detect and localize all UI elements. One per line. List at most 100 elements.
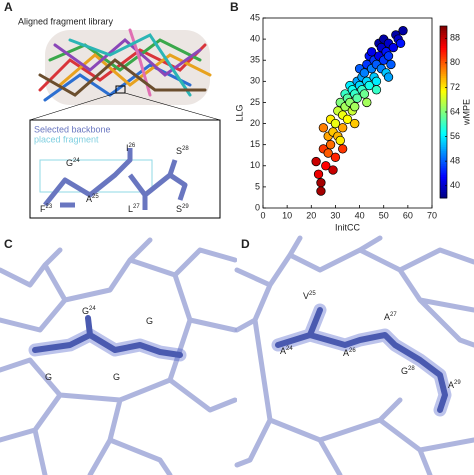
residue-name: A xyxy=(86,194,92,204)
point xyxy=(383,51,394,61)
colorbar-cell xyxy=(440,69,447,72)
x-axis-label: InitCC xyxy=(335,222,361,232)
colorbar-cell xyxy=(440,62,447,66)
y-tick-label: 10 xyxy=(250,160,260,170)
colorbar-cell xyxy=(440,137,447,141)
colorbar-cell xyxy=(440,165,447,169)
colorbar-tick-label: 64 xyxy=(450,106,460,116)
colorbar-cell xyxy=(440,81,447,85)
residue-name: S xyxy=(176,204,182,214)
colorbar-cell xyxy=(440,56,447,59)
colorbar-cell xyxy=(440,118,447,122)
colorbar-cell xyxy=(440,88,447,91)
residue-number: 28 xyxy=(182,146,189,152)
residue-number: 24 xyxy=(73,158,80,164)
residue-name: A xyxy=(280,346,286,356)
colorbar-cell xyxy=(440,86,447,89)
residue-label: G24 xyxy=(66,158,80,169)
colorbar-cell xyxy=(440,75,447,79)
point xyxy=(311,156,321,167)
colorbar-cell xyxy=(440,174,447,177)
density-map xyxy=(234,235,474,475)
residue-number: 29 xyxy=(182,204,189,210)
colorbar-cell xyxy=(440,127,447,130)
point xyxy=(316,178,326,188)
point xyxy=(371,76,382,86)
panel-d-bg xyxy=(237,238,474,475)
y-tick-label: 30 xyxy=(250,76,260,86)
colorbar-cell xyxy=(440,105,447,109)
residue-label: A26 xyxy=(343,348,356,359)
y-tick-label: 45 xyxy=(250,12,260,22)
y-tick-label: 15 xyxy=(250,139,260,149)
residue-label: V25 xyxy=(303,291,316,302)
colorbar-label: wMPE xyxy=(461,99,471,126)
colorbar-cell xyxy=(440,120,447,124)
colorbar-cell xyxy=(440,51,447,55)
colorbar-cell xyxy=(440,28,447,31)
residue-number: 24 xyxy=(286,346,293,352)
point xyxy=(323,148,333,158)
colorbar-cell xyxy=(440,32,447,36)
colorbar-cell xyxy=(440,161,447,165)
point xyxy=(350,102,360,112)
point xyxy=(338,123,348,133)
colorbar-cell xyxy=(440,101,447,104)
point xyxy=(338,144,348,154)
colorbar-cell xyxy=(440,180,447,184)
plot-area xyxy=(262,17,433,209)
residue-name: G xyxy=(401,366,408,376)
y-tick-label: 5 xyxy=(255,181,260,191)
point xyxy=(318,123,329,133)
colorbar-cell xyxy=(440,152,447,156)
residue-label: G xyxy=(45,372,52,382)
residue-label: G28 xyxy=(401,366,415,377)
residue-name: G xyxy=(113,372,120,382)
colorbar-tick-label: 88 xyxy=(450,33,460,43)
point xyxy=(350,118,360,129)
residue-name: G xyxy=(45,372,52,382)
colorbar-cell xyxy=(440,90,447,94)
colorbar-cell xyxy=(440,94,447,98)
panel-label: B xyxy=(230,0,239,14)
residue-name: L xyxy=(128,204,133,214)
colorbar-cell xyxy=(440,109,447,113)
colorbar-cell xyxy=(440,47,447,51)
point xyxy=(398,26,408,36)
colorbar-cell xyxy=(440,30,447,33)
point xyxy=(383,72,394,82)
point xyxy=(330,118,341,129)
colorbar-cell xyxy=(440,187,447,190)
colorbar-cell xyxy=(440,148,447,152)
residue-name: A xyxy=(384,312,390,322)
residue-name: I xyxy=(126,143,129,153)
colorbar-cell xyxy=(440,58,447,61)
point xyxy=(359,89,370,99)
colorbar-cell xyxy=(440,163,447,167)
residue-label: G xyxy=(146,316,153,326)
colorbar-tick-label: 56 xyxy=(450,131,460,141)
colorbar-cell xyxy=(440,124,447,128)
panel-label: C xyxy=(4,237,13,251)
colorbar-cell xyxy=(440,71,447,74)
colorbar-cell xyxy=(440,92,447,96)
residue-label: G xyxy=(113,372,120,382)
point xyxy=(371,85,382,95)
colorbar-cell xyxy=(440,135,447,139)
x-tick-label: 60 xyxy=(403,210,413,220)
residue-label: A24 xyxy=(280,346,293,357)
residue-number: 24 xyxy=(89,306,96,312)
residue-label: L27 xyxy=(128,204,140,215)
point xyxy=(366,47,377,57)
colorbar-tick-label: 48 xyxy=(450,156,460,166)
residue-number: 26 xyxy=(349,348,356,354)
colorbar-cell xyxy=(440,45,447,48)
colorbar-cell xyxy=(440,142,447,145)
residue-label: S28 xyxy=(176,146,189,157)
backbone xyxy=(43,148,188,210)
residue-number: 23 xyxy=(46,204,53,210)
zoom-box xyxy=(29,119,221,219)
residue-number: 25 xyxy=(309,291,316,297)
density-map xyxy=(0,237,238,475)
colorbar-tick-label: 80 xyxy=(450,57,460,67)
